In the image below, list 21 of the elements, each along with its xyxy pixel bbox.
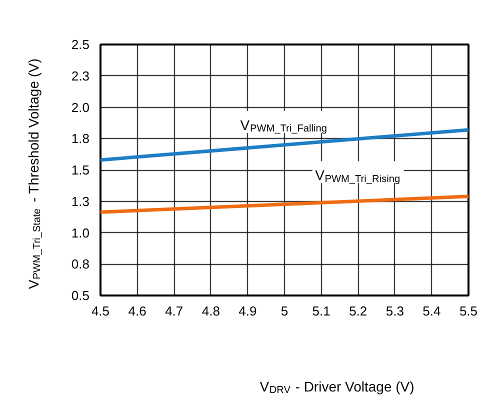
x-tick-label: 5.3 bbox=[386, 304, 404, 318]
y-tick-label: 1.5 bbox=[71, 162, 90, 178]
x-tick-label: 5.5 bbox=[459, 304, 478, 318]
y-tick-label: 2.0 bbox=[71, 100, 90, 115]
y-tick-label: 1.8 bbox=[71, 131, 90, 146]
x-tick-label: 5.4 bbox=[422, 304, 441, 318]
x-tick-label: 4.6 bbox=[128, 304, 146, 318]
x-tick-label: 5.2 bbox=[349, 304, 368, 318]
y-tick-label: 2.3 bbox=[71, 68, 90, 84]
x-tick-label: 4.7 bbox=[165, 304, 184, 318]
y-tick-label: 1.3 bbox=[71, 194, 90, 209]
x-tick-label: 5 bbox=[280, 304, 288, 318]
y-tick-label: 2.5 bbox=[71, 37, 90, 52]
y-tick-label: 1.0 bbox=[71, 225, 90, 240]
y-tick-label: 0.5 bbox=[71, 288, 90, 303]
x-tick-label: 5.1 bbox=[312, 304, 330, 318]
y-tick-label: 0.8 bbox=[71, 256, 90, 272]
x-tick-label: 4.9 bbox=[238, 304, 257, 318]
y-axis-title: VPWM_Tri_State - Threshold Voltage (V) bbox=[26, 58, 44, 290]
x-tick-label: 4.5 bbox=[91, 304, 110, 318]
x-tick-label: 4.8 bbox=[202, 304, 220, 318]
